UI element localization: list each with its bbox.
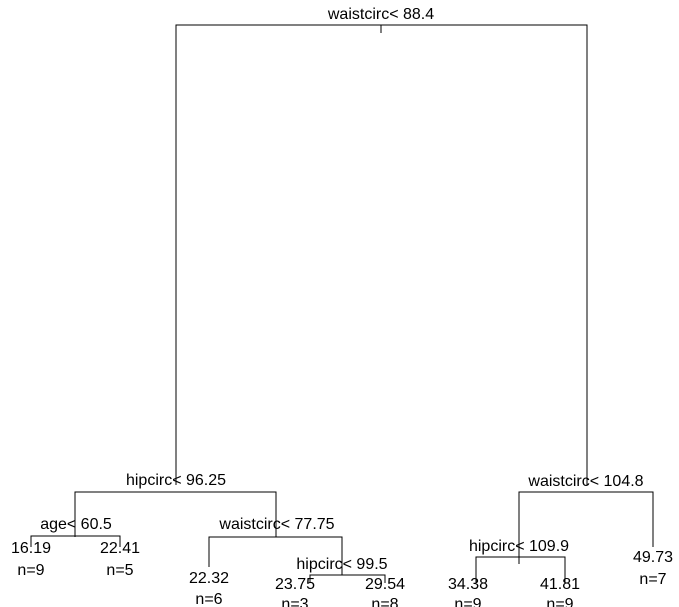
leaf-value: 34.38 [448,576,488,593]
leaf-count: n=7 [639,571,666,588]
split-label-waistcirc-104: waistcirc< 104.8 [527,473,643,490]
leaf-node: 41.81 n=9 [540,576,580,607]
split-label-hipcirc-99: hipcirc< 99.5 [296,556,387,573]
leaf-node: 23.75 n=3 [275,576,315,607]
branch-hipcirc-96 [74,491,277,537]
branch-waistcirc-77 [208,536,343,575]
branch-age [30,535,121,547]
split-label-waistcirc-77: waistcirc< 77.75 [218,516,334,533]
split-label-age: age< 60.5 [40,516,112,533]
leaf-node: 16.19 n=9 [11,540,51,579]
leaf-node: 22.41 n=5 [100,540,140,579]
leaf-value: 22.41 [100,540,140,557]
leaf-value: 29.54 [365,576,405,593]
leaf-count: n=8 [371,596,398,607]
leaf-value: 41.81 [540,576,580,593]
leaf-value: 49.73 [633,549,673,566]
leaf-count: n=3 [281,596,308,607]
leaf-node: 22.32 n=6 [189,570,229,607]
branch-hipcirc-109 [475,556,566,583]
leaf-count: n=5 [106,562,133,579]
split-labels: waistcirc< 88.4 hipcirc< 96.25 age< 60.5… [40,6,643,573]
branch-root [175,24,588,485]
split-label-hipcirc-96: hipcirc< 96.25 [126,472,226,489]
leaf-value: 23.75 [275,576,315,593]
tree-branches [30,24,654,583]
leaf-count: n=9 [546,596,573,607]
leaf-node: 34.38 n=9 [448,576,488,607]
branch-hipcirc-99 [309,574,386,583]
split-label-root: waistcirc< 88.4 [327,6,434,23]
split-label-hipcirc-109: hipcirc< 109.9 [469,538,569,555]
branch-waistcirc-104 [518,491,654,564]
leaf-count: n=6 [195,591,222,607]
leaf-count: n=9 [17,562,44,579]
leaf-nodes: 16.19 n=9 22.41 n=5 22.32 n=6 23.75 n=3 … [11,540,673,607]
leaf-node: 49.73 n=7 [633,549,673,588]
leaf-value: 16.19 [11,540,51,557]
leaf-value: 22.32 [189,570,229,587]
leaf-count: n=9 [454,596,481,607]
leaf-node: 29.54 n=8 [365,576,405,607]
